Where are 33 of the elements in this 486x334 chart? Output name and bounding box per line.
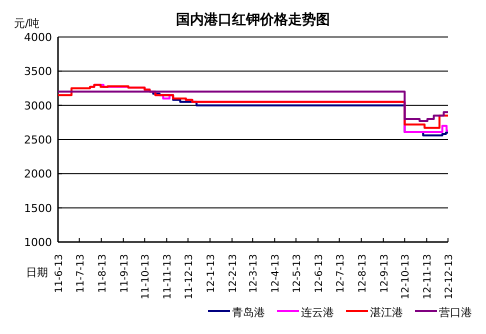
y-tick-label: 1000	[24, 236, 52, 249]
x-tick-label: 12-9-13	[379, 254, 390, 294]
x-tick-label: 11-9-13	[119, 254, 130, 294]
x-tick-label: 12-8-13	[357, 254, 368, 294]
x-tick-label: 12-11-13	[422, 254, 434, 300]
legend-label: 湛江港	[370, 306, 403, 319]
x-tick-label: 12-7-13	[335, 254, 346, 294]
legend-label: 青岛港	[232, 306, 265, 319]
y-tick-label: 3000	[24, 99, 52, 112]
y-tick-label: 1500	[24, 202, 52, 215]
y-tick-label: 4000	[24, 31, 52, 44]
y-tick-label: 2500	[24, 134, 52, 146]
x-tick-label: 12-4-13	[270, 254, 282, 294]
y-tick-label: 2000	[24, 168, 52, 181]
x-tick-label: 11-12-13	[184, 254, 195, 300]
x-axis-title: 日期	[26, 266, 48, 279]
legend-label: 连云港	[301, 306, 334, 319]
x-tick-label: 12-3-13	[248, 254, 260, 294]
x-tick-label: 11-11-13	[162, 254, 174, 300]
x-tick-label: 11-7-13	[75, 254, 86, 294]
y-tick-label: 3500	[24, 65, 52, 78]
x-tick-label: 12-6-13	[314, 254, 325, 294]
x-tick-label: 11-8-13	[97, 254, 108, 294]
x-tick-label: 12-12-13	[444, 254, 455, 300]
x-tick-label: 11-6-13	[54, 254, 65, 294]
legend-label: 营口港	[439, 306, 472, 319]
x-tick-label: 12-1-13	[206, 254, 218, 294]
x-tick-label: 12-10-13	[400, 254, 412, 300]
chart-title: 国内港口红钾价格走势图	[176, 12, 330, 28]
x-tick-label: 12-5-13	[292, 254, 303, 294]
y-axis-title: 元/吨	[14, 17, 40, 30]
x-tick-label: 11-10-13	[140, 254, 152, 300]
x-tick-label: 12-2-13	[228, 254, 240, 294]
